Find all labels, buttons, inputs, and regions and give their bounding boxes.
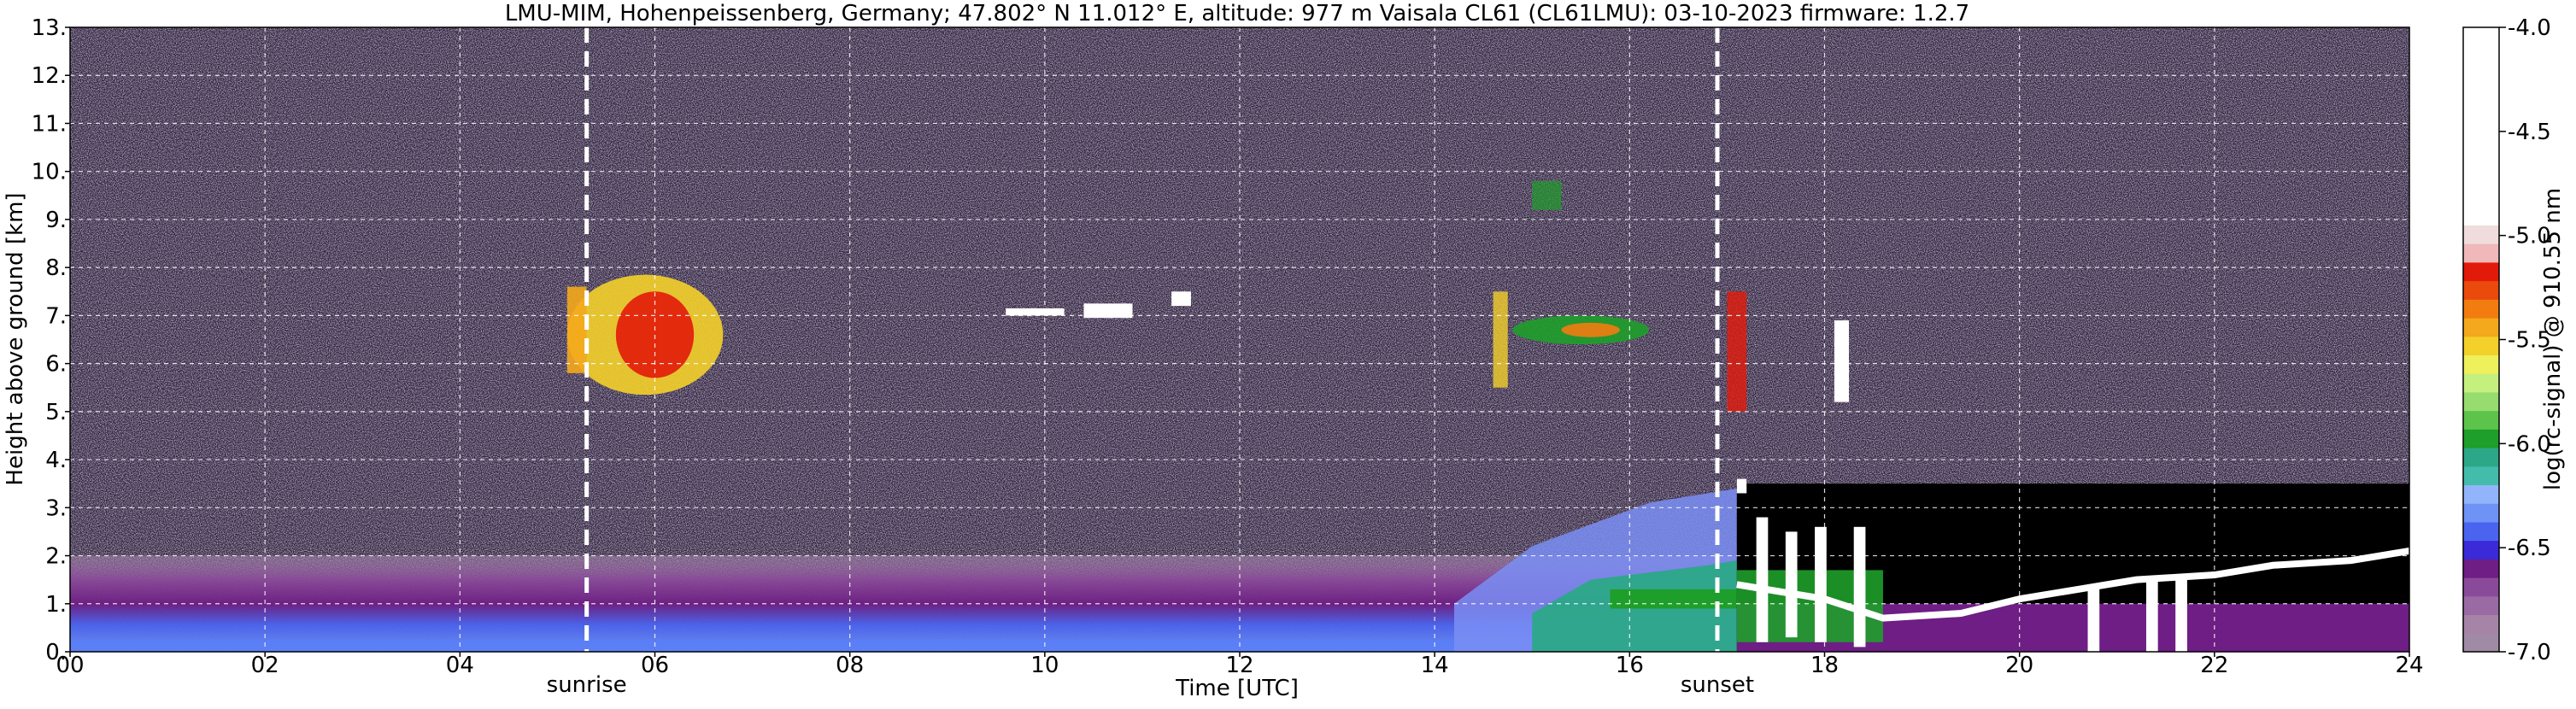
colorbar-swatch <box>2463 448 2499 467</box>
x-tick-label: 06 <box>641 653 669 678</box>
colorbar-swatch <box>2463 27 2499 226</box>
y-tick-label: 8. <box>45 255 67 281</box>
cloud-afternoon-core <box>1561 322 1620 337</box>
colorbar-swatch <box>2463 280 2499 300</box>
colorbar-swatch <box>2463 243 2499 263</box>
colorbar-swatch <box>2463 559 2499 578</box>
x-tick-label: 04 <box>446 653 474 678</box>
colorbar-label: log(rc-signal) @ 910.55 nm <box>2540 188 2566 490</box>
y-tick-label: 11. <box>32 111 67 137</box>
colorbar-swatch <box>2463 466 2499 486</box>
colorbar-swatch <box>2463 429 2499 448</box>
cloud-evening <box>1834 320 1850 402</box>
cloud-morning-edge <box>566 286 587 373</box>
colorbar-swatch <box>2463 484 2499 504</box>
y-tick-label: 6. <box>45 352 67 378</box>
colorbar-swatch <box>2463 633 2499 653</box>
y-tick-label: 4. <box>45 448 67 473</box>
sunrise-label: sunrise <box>547 672 627 698</box>
x-tick-label: 16 <box>1616 653 1644 678</box>
y-tick-label: 5. <box>45 400 67 425</box>
colorbar-swatch <box>2463 410 2499 430</box>
y-tick-label: 12. <box>32 63 67 89</box>
sunset-label: sunset <box>1681 672 1754 698</box>
cloud-precip-streak <box>1756 517 1769 642</box>
colorbar-tick-label: -6.5 <box>2508 536 2551 561</box>
colorbar-swatch <box>2463 318 2499 337</box>
colorbar-swatch <box>2463 391 2499 412</box>
cloud-morning-core <box>615 291 695 378</box>
cloud-high <box>1532 180 1562 210</box>
x-tick-label: 10 <box>1030 653 1059 678</box>
x-tick-label: 24 <box>2395 653 2423 678</box>
x-tick-label: 22 <box>2200 653 2228 678</box>
colorbar-swatch <box>2463 503 2499 523</box>
y-tick-label: 7. <box>45 303 67 329</box>
colorbar-swatch <box>2463 373 2499 393</box>
cloud-small <box>1736 478 1747 494</box>
cloud-precip-streak <box>1853 526 1866 647</box>
y-tick-label: 3. <box>45 495 67 521</box>
chart-title: LMU-MIM, Hohenpeissenberg, Germany; 47.8… <box>505 1 1969 26</box>
colorbar-tick-label: -5.0 <box>2508 224 2551 249</box>
colorbar-swatch <box>2463 540 2499 560</box>
cloud-precip-streak <box>1785 531 1798 638</box>
cloud-precip-streak <box>2087 584 2100 652</box>
plot-area: sunrise sunset <box>69 26 2410 698</box>
colorbar-swatch <box>2463 354 2499 374</box>
y-tick-label: 9. <box>45 208 67 233</box>
cloud-midday <box>1171 291 1191 307</box>
colorbar-swatch <box>2463 577 2499 597</box>
cloud-midday <box>1006 308 1065 316</box>
cloud-precip-streak <box>2175 575 2187 652</box>
colorbar-tick-label: -4.0 <box>2508 15 2551 41</box>
x-tick-label: 12 <box>1225 653 1253 678</box>
x-tick-label: 18 <box>1810 653 1839 678</box>
colorbar-tick-label: -7.0 <box>2508 640 2551 665</box>
colorbar-swatch <box>2463 299 2499 319</box>
x-axis-label: Time [UTC] <box>1175 676 1299 701</box>
colorbar-swatch <box>2463 336 2499 356</box>
y-tick-label: 13. <box>32 15 67 41</box>
x-tick-label: 02 <box>251 653 279 678</box>
colorbar-swatch <box>2463 225 2499 244</box>
cloud-afternoon-left <box>1493 291 1508 388</box>
colorbar-tick-label: -5.5 <box>2508 328 2551 354</box>
colorbar-tick-label: -6.0 <box>2508 431 2551 457</box>
cloud-precip-streak <box>2145 579 2158 652</box>
y-tick-label: 2. <box>45 544 67 570</box>
y-axis-label: Height above ground [km] <box>3 192 28 485</box>
cloud-midday <box>1083 303 1133 319</box>
x-tick-label: 08 <box>836 653 864 678</box>
colorbar-swatch <box>2463 614 2499 634</box>
colorbar-swatch <box>2463 595 2499 616</box>
colorbar-tick-label: -4.5 <box>2508 120 2551 145</box>
x-tick-label: 20 <box>2005 653 2033 678</box>
colorbar-swatch <box>2463 261 2499 282</box>
colorbar-swatch <box>2463 521 2499 542</box>
cloud-sunset <box>1727 291 1747 412</box>
x-tick-label: 14 <box>1421 653 1449 678</box>
y-tick-label: 10. <box>32 160 67 185</box>
y-tick-label: 1. <box>45 592 67 618</box>
y-tick-label: 0. <box>45 640 67 665</box>
x-tick-label: 00 <box>56 653 84 678</box>
